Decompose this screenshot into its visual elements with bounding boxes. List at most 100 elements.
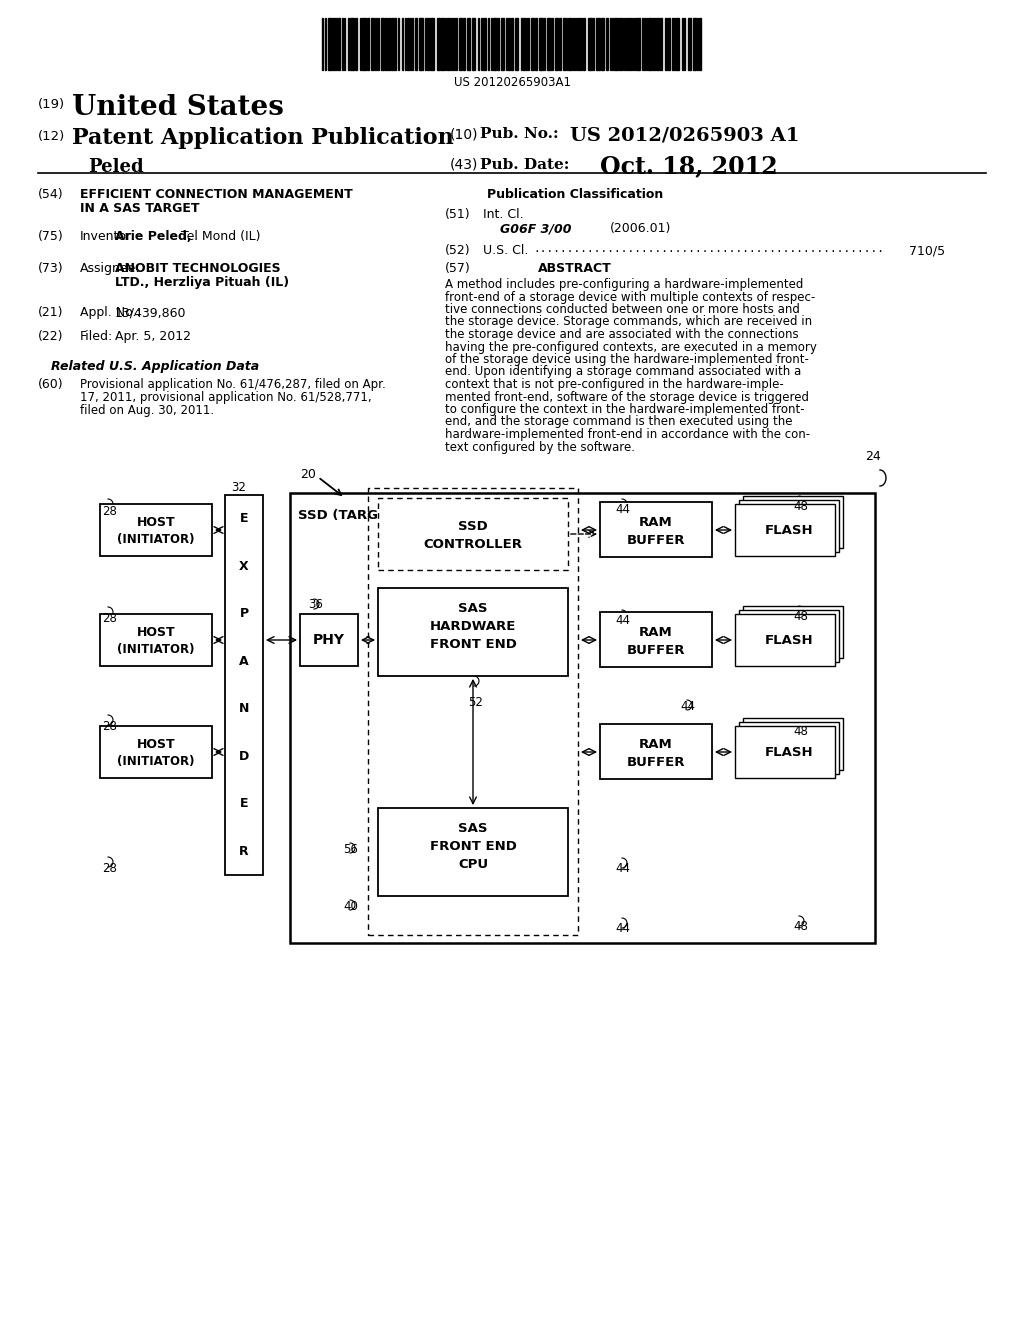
Bar [614, 18, 618, 70]
Bar [415, 18, 417, 70]
Text: Publication Classification: Publication Classification [486, 187, 664, 201]
Text: 28: 28 [102, 862, 117, 875]
Bar [626, 18, 628, 70]
Text: G06F 3/00: G06F 3/00 [500, 222, 571, 235]
Bar [394, 18, 396, 70]
Text: tive connections conducted between one or more hosts and: tive connections conducted between one o… [445, 304, 800, 315]
Bar [600, 612, 712, 667]
Bar [378, 498, 568, 570]
Bar [407, 18, 409, 70]
Text: 36: 36 [308, 598, 323, 611]
Text: 28: 28 [102, 506, 117, 517]
Bar [100, 614, 212, 667]
Bar [600, 502, 712, 557]
Bar [430, 18, 434, 70]
Text: N: N [239, 702, 249, 715]
Text: 44: 44 [615, 503, 630, 516]
Text: FLASH: FLASH [765, 524, 813, 536]
Text: filed on Aug. 30, 2011.: filed on Aug. 30, 2011. [80, 404, 214, 417]
Text: US 20120265903A1: US 20120265903A1 [454, 77, 570, 88]
Text: Provisional application No. 61/476,287, filed on Apr.: Provisional application No. 61/476,287, … [80, 378, 386, 391]
Text: 710/5: 710/5 [909, 244, 945, 257]
Text: mented front-end, software of the storage device is triggered: mented front-end, software of the storag… [445, 391, 809, 404]
Text: (43): (43) [450, 158, 478, 172]
Text: BUFFER: BUFFER [627, 644, 685, 656]
Text: text configured by the software.: text configured by the software. [445, 441, 635, 454]
Text: 48: 48 [793, 920, 808, 933]
Text: X: X [240, 560, 249, 573]
Text: 17, 2011, provisional application No. 61/528,771,: 17, 2011, provisional application No. 61… [80, 391, 372, 404]
Bar [290, 492, 874, 942]
Text: 44: 44 [615, 862, 630, 875]
Bar [378, 808, 568, 896]
Text: SAS: SAS [459, 821, 487, 834]
Text: end, and the storage command is then executed using the: end, and the storage command is then exe… [445, 416, 793, 429]
Bar [367, 18, 369, 70]
Bar [735, 614, 835, 667]
Text: (2006.01): (2006.01) [610, 222, 672, 235]
Bar [378, 587, 568, 676]
Text: CPU: CPU [458, 858, 488, 870]
Text: LTD., Herzliya Pituah (IL): LTD., Herzliya Pituah (IL) [115, 276, 289, 289]
Text: RAM: RAM [639, 738, 673, 751]
Text: Peled: Peled [88, 158, 143, 176]
Bar [385, 18, 387, 70]
Bar [739, 500, 839, 552]
Bar [531, 18, 534, 70]
Text: the storage device. Storage commands, which are received in: the storage device. Storage commands, wh… [445, 315, 812, 329]
Text: Arie Peled,: Arie Peled, [115, 230, 191, 243]
Bar [743, 606, 843, 657]
Bar [672, 18, 674, 70]
Text: HOST: HOST [136, 516, 175, 529]
Bar [699, 18, 701, 70]
Bar [427, 18, 429, 70]
Bar [350, 18, 354, 70]
Bar [388, 18, 390, 70]
Bar [656, 18, 659, 70]
Text: 48: 48 [793, 610, 808, 623]
Text: ANOBIT TECHNOLOGIES: ANOBIT TECHNOLOGIES [115, 261, 281, 275]
Bar [472, 18, 475, 70]
Text: 40: 40 [343, 900, 357, 913]
Bar [328, 18, 332, 70]
Bar [447, 18, 449, 70]
Text: RAM: RAM [639, 627, 673, 639]
Bar [618, 18, 621, 70]
Bar [568, 18, 571, 70]
Bar [368, 488, 578, 935]
Bar [547, 18, 551, 70]
Text: (73): (73) [38, 261, 63, 275]
Bar [459, 18, 462, 70]
Bar [539, 18, 543, 70]
Bar [523, 18, 525, 70]
Bar [483, 18, 486, 70]
Text: RAM: RAM [639, 516, 673, 529]
Text: FRONT END: FRONT END [429, 638, 516, 651]
Text: 44: 44 [680, 700, 695, 713]
Bar [333, 18, 335, 70]
Bar [693, 18, 696, 70]
Bar [601, 18, 604, 70]
Text: 20: 20 [300, 469, 315, 480]
Text: HOST: HOST [136, 738, 175, 751]
Bar [739, 722, 839, 774]
Text: having the pre-configured contexts, are executed in a memory: having the pre-configured contexts, are … [445, 341, 817, 354]
Text: 48: 48 [793, 725, 808, 738]
Text: (INITIATOR): (INITIATOR) [118, 644, 195, 656]
Bar [668, 18, 670, 70]
Bar [535, 18, 537, 70]
Text: Apr. 5, 2012: Apr. 5, 2012 [115, 330, 191, 343]
Text: to configure the context in the hardware-implemented front-: to configure the context in the hardware… [445, 403, 805, 416]
Text: SAS: SAS [459, 602, 487, 615]
Text: hardware-implemented front-end in accordance with the con-: hardware-implemented front-end in accord… [445, 428, 810, 441]
Text: 48: 48 [793, 500, 808, 513]
Bar [600, 723, 712, 779]
Bar [419, 18, 423, 70]
Bar [497, 18, 499, 70]
Text: (75): (75) [38, 230, 63, 243]
Text: 28: 28 [102, 719, 117, 733]
Text: A method includes pre-configuring a hardware-implemented: A method includes pre-configuring a hard… [445, 279, 804, 290]
Bar [636, 18, 640, 70]
Bar [508, 18, 510, 70]
Bar [629, 18, 631, 70]
